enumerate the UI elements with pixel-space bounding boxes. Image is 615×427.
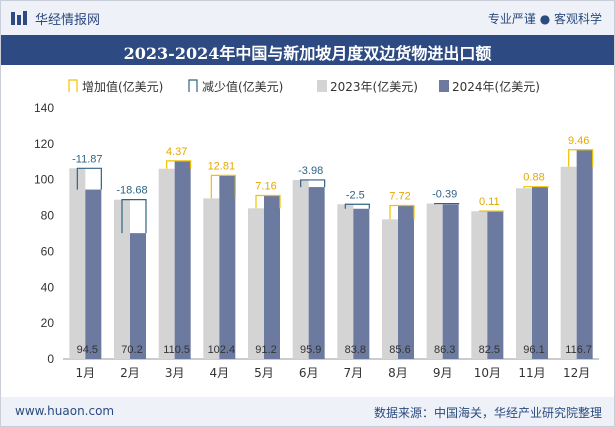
bar-2024 <box>219 175 236 359</box>
footer-url[interactable]: www.huaon.com <box>15 404 115 418</box>
bar-2024 <box>130 233 146 359</box>
value-label-2024: 110.5 <box>163 344 190 356</box>
change-label: 7.72 <box>389 191 410 203</box>
change-label: 9.46 <box>568 135 589 147</box>
x-tick-label: 5月 <box>254 366 274 380</box>
x-tick-label: 3月 <box>165 366 185 380</box>
increase-marker <box>210 174 236 199</box>
change-label: -2.5 <box>346 189 365 201</box>
increase-marker <box>389 204 415 220</box>
x-tick-label: 9月 <box>433 366 453 380</box>
bar-2024 <box>442 204 459 359</box>
change-label: -11.87 <box>72 153 102 165</box>
legend-increase-swatch <box>68 79 78 92</box>
tagline: 专业严谨 ● 客观科学 <box>487 12 602 26</box>
increase-marker <box>255 194 281 209</box>
increase-marker <box>568 149 594 167</box>
legend-decrease-swatch <box>188 79 198 92</box>
value-label-2024: 83.8 <box>345 344 366 356</box>
legend-2024-swatch <box>439 80 449 92</box>
legend-label: 减少值(亿美元) <box>202 79 283 94</box>
bar-2023 <box>69 168 86 359</box>
change-label: 7.16 <box>255 180 276 192</box>
decrease-marker <box>300 179 326 188</box>
title-bar: 2023-2024年中国与新加坡月度双边货物进出口额 <box>1 35 614 65</box>
value-label-2024: 96.1 <box>523 344 544 356</box>
legend-label: 增加值(亿美元) <box>82 79 163 94</box>
bar-2023 <box>471 211 488 359</box>
value-label-2024: 102.4 <box>208 344 236 356</box>
x-tick-label: 4月 <box>210 366 230 380</box>
x-tick-label: 8月 <box>388 366 408 380</box>
y-tick-label: 100 <box>34 173 54 187</box>
bar-2023 <box>382 219 398 359</box>
bar-2023 <box>158 168 175 359</box>
decrease-marker <box>344 203 370 209</box>
x-tick-label: 11月 <box>518 366 545 380</box>
footer-bar: www.huaon.com 数据来源：中国海关，华经产业研究院整理 <box>1 397 614 426</box>
bar-2024 <box>353 208 370 359</box>
increase-marker <box>166 160 192 169</box>
value-label-2024: 94.5 <box>77 344 98 356</box>
top-bar: 华经情报网 专业严谨 ● 客观科学 <box>1 1 614 35</box>
x-tick-label: 1月 <box>76 366 96 380</box>
value-label-2024: 70.2 <box>121 344 142 356</box>
value-label-2024: 91.2 <box>255 344 276 356</box>
decrease-marker <box>76 167 102 190</box>
y-tick-label: 20 <box>41 316 55 330</box>
decrease-marker <box>434 202 460 205</box>
change-label: 4.37 <box>166 146 187 158</box>
value-label-2024: 86.3 <box>434 344 455 356</box>
change-label: 12.81 <box>208 160 236 172</box>
change-label: -3.98 <box>298 165 323 177</box>
footer-source: 数据来源：中国海关，华经产业研究院整理 <box>373 406 602 420</box>
y-tick-label: 80 <box>41 209 55 223</box>
change-label: 0.11 <box>479 196 500 208</box>
bar-2024 <box>576 149 593 359</box>
bar-2024 <box>264 195 280 359</box>
bar-2024 <box>308 187 325 359</box>
bar-2023 <box>426 203 443 359</box>
bar-2024 <box>174 160 191 359</box>
chart-title: 2023-2024年中国与新加坡月度双边货物进出口额 <box>123 44 492 63</box>
bar-2023 <box>516 188 532 359</box>
y-tick-label: 140 <box>34 101 54 115</box>
bar-2024 <box>487 211 504 359</box>
bar-2023 <box>203 198 220 359</box>
increase-marker <box>523 186 549 189</box>
logo-icon <box>11 11 27 25</box>
x-tick-label: 12月 <box>563 366 590 380</box>
y-tick-label: 40 <box>41 280 55 294</box>
change-label: -18.68 <box>116 185 147 197</box>
legend-label: 2024年(亿美元) <box>452 79 540 94</box>
bar-2023 <box>560 166 577 359</box>
change-label: 0.88 <box>523 172 544 184</box>
bar-2023 <box>114 199 130 359</box>
legend-label: 2023年(亿美元) <box>330 79 418 94</box>
legend-2023-swatch <box>317 80 327 92</box>
bar-2023 <box>248 208 264 359</box>
decrease-marker <box>121 199 147 234</box>
bar-2024 <box>398 205 414 359</box>
y-tick-label: 0 <box>47 352 54 366</box>
bar-2023 <box>292 179 309 359</box>
x-tick-label: 10月 <box>474 366 501 380</box>
change-label: -0.39 <box>432 189 457 201</box>
x-tick-label: 6月 <box>299 366 319 380</box>
value-label-2024: 95.9 <box>300 344 321 356</box>
site-name: 华经情报网 <box>35 13 101 28</box>
value-label-2024: 85.6 <box>389 344 410 356</box>
bar-chart: 0 20 40 60 80 100 120 140 -11.87 94.5 1月 -18.68 70.2… <box>34 79 599 380</box>
bar-2024 <box>532 186 548 359</box>
value-label-2024: 82.5 <box>479 344 500 356</box>
bar-2023 <box>337 204 354 359</box>
y-tick-label: 60 <box>41 244 55 258</box>
x-tick-label: 2月 <box>120 366 140 380</box>
y-tick-label: 120 <box>34 137 54 151</box>
x-tick-label: 7月 <box>344 366 364 380</box>
value-label-2024: 116.7 <box>565 344 592 356</box>
bar-2024 <box>85 189 102 359</box>
